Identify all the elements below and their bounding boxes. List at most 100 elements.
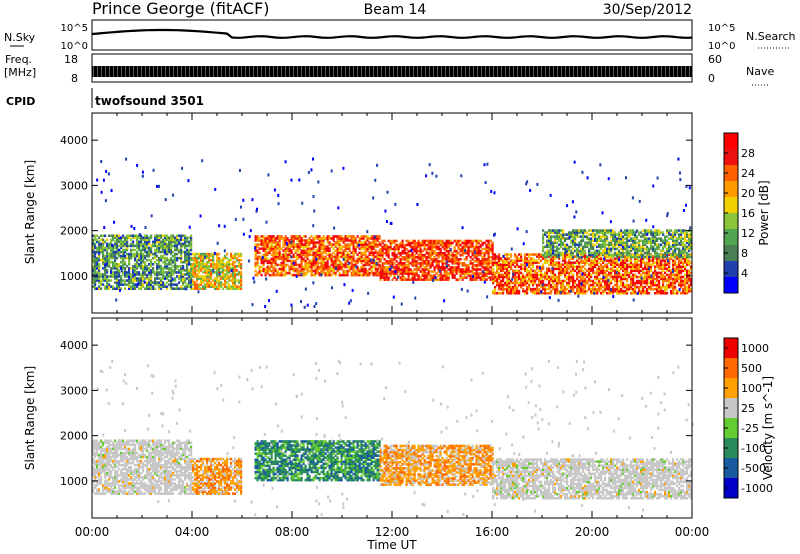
echo-cell <box>496 255 499 258</box>
echo-cell <box>562 285 565 289</box>
echo-cell <box>356 273 359 277</box>
echo-cell <box>286 239 289 242</box>
echo-cell <box>356 243 359 246</box>
echo-cell <box>312 265 315 269</box>
echo-cell <box>666 285 669 289</box>
echo-cell <box>316 267 319 271</box>
echo-cell <box>142 279 145 282</box>
echo-cell <box>658 279 661 283</box>
echo-cell <box>502 287 505 291</box>
echo-cell <box>556 261 559 264</box>
echo-cell <box>622 259 625 262</box>
echo-cell <box>415 262 418 265</box>
echo-cell <box>118 250 121 254</box>
echo-cell <box>588 263 591 266</box>
echo-cell <box>378 263 381 267</box>
echo-cell <box>176 267 179 270</box>
echo-cell <box>190 248 193 252</box>
echo-cell <box>560 253 563 257</box>
echo-cell <box>206 256 209 260</box>
echo-cell <box>290 243 293 246</box>
echo-cell <box>508 281 511 285</box>
echo-cell <box>126 236 129 240</box>
echo-cell <box>376 235 379 238</box>
echo-cell <box>520 277 523 281</box>
echo-cell <box>389 245 392 249</box>
echo-cell <box>562 283 565 287</box>
echo-cell <box>114 273 117 276</box>
echo-cell <box>391 258 394 261</box>
echo-cell <box>558 255 561 259</box>
echo-cell <box>439 272 442 275</box>
echo-cell <box>122 244 125 248</box>
echo-cell <box>546 231 549 234</box>
echo-cell <box>180 260 183 264</box>
echo-cell <box>600 237 603 240</box>
echo-cell <box>644 289 647 293</box>
echo-cell <box>342 237 345 240</box>
echo-cell <box>461 253 464 257</box>
echo-cell <box>614 275 617 279</box>
echo-cell <box>465 249 468 253</box>
echo-cell <box>508 283 511 287</box>
echo-cell <box>96 271 99 274</box>
echo-cell <box>546 235 549 238</box>
echo-cell <box>188 285 191 288</box>
echo-cell <box>566 283 569 287</box>
echo-cell <box>457 260 460 263</box>
echo-cell <box>463 262 466 265</box>
echo-cell <box>164 250 167 254</box>
echo-cell <box>415 260 418 263</box>
echo-cell <box>494 289 497 293</box>
echo-cell <box>294 261 297 265</box>
echo-cell <box>407 274 410 277</box>
echo-cell <box>122 263 125 266</box>
echo-cell <box>538 277 541 281</box>
echo-cell <box>494 291 497 295</box>
echo-cell <box>336 257 339 261</box>
echo-cell <box>344 257 347 261</box>
echo-cell <box>455 266 458 269</box>
echo-cell <box>618 291 621 295</box>
echo-cell <box>688 287 691 291</box>
echo-cell <box>268 241 271 244</box>
echo-cell <box>492 281 495 285</box>
echo-cell <box>98 277 101 280</box>
echo-cell <box>198 287 201 290</box>
echo-cell <box>588 285 591 289</box>
freq-band <box>92 66 692 77</box>
echo-cell <box>437 262 440 265</box>
echo-cell <box>196 265 199 268</box>
echo-cell <box>316 241 319 244</box>
echo-cell <box>457 247 460 251</box>
echo-cell <box>138 277 141 280</box>
echo-cell <box>376 263 379 267</box>
echo-cell <box>142 265 145 268</box>
echo-cell <box>302 239 305 242</box>
echo-cell <box>602 233 605 236</box>
echo-cell <box>308 239 311 242</box>
echo-cell <box>138 252 141 256</box>
echo-cell <box>612 263 615 266</box>
echo-cell <box>532 269 535 273</box>
echo-cell <box>144 234 147 238</box>
echo-cell <box>670 291 673 295</box>
echo-cell <box>114 275 117 278</box>
echo-cell <box>186 258 189 262</box>
echo-cell <box>332 237 335 240</box>
echo-cell <box>656 261 659 264</box>
echo-cell <box>314 255 317 259</box>
echo-cell <box>580 251 583 255</box>
echo-cell <box>310 259 313 263</box>
echo-cell <box>491 245 494 249</box>
echo-cell <box>662 263 665 266</box>
echo-cell <box>632 275 635 279</box>
echo-cell <box>134 287 137 290</box>
echo-cell <box>664 259 667 262</box>
echo-cell <box>425 251 428 255</box>
echo-cell <box>266 269 269 273</box>
echo-cell <box>431 251 434 255</box>
echo-cell <box>578 263 581 266</box>
echo-cell <box>540 283 543 287</box>
echo-cell <box>346 255 349 259</box>
